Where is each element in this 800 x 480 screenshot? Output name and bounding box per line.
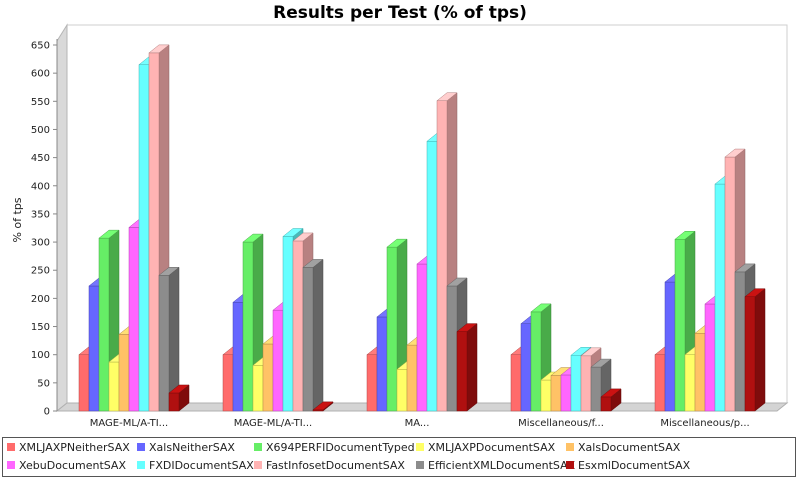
legend-item: XebuDocumentSAX bbox=[7, 459, 126, 473]
legend-swatch bbox=[254, 443, 262, 451]
x-tick-label: MAGE-ML/A-TI... bbox=[234, 418, 312, 429]
legend-label: X694PERFIDocumentTyped bbox=[266, 441, 415, 454]
y-tick-label: 250 bbox=[31, 266, 50, 277]
x-axis: MAGE-ML/A-TI... MAGE-ML/A-TI... MA... Misce… bbox=[90, 418, 750, 429]
x-tick-label: MA... bbox=[405, 418, 430, 429]
legend-item: FastInfosetDocumentSAX bbox=[254, 459, 405, 473]
legend-swatch bbox=[416, 443, 424, 451]
legend-swatch bbox=[7, 461, 15, 469]
legend: XMLJAXPNeitherSAX XalsNeitherSAX X694PERFI… bbox=[2, 437, 796, 477]
x-tick-label: Miscellaneous/f... bbox=[518, 418, 604, 429]
chart-title: Results per Test (% of tps) bbox=[273, 3, 527, 23]
y-tick-label: 450 bbox=[31, 153, 50, 164]
bar bbox=[168, 384, 190, 412]
legend-label: FXDIDocumentSAX bbox=[149, 459, 254, 472]
y-tick-label: 650 bbox=[31, 41, 50, 52]
y-axis-label: % of tps bbox=[11, 197, 24, 242]
y-tick-label: 400 bbox=[31, 181, 50, 192]
legend-label: EfficientXMLDocumentSAX bbox=[428, 459, 576, 472]
y-tick-label: 300 bbox=[31, 238, 50, 249]
legend-label: XebuDocumentSAX bbox=[19, 459, 126, 472]
x-tick-label: Miscellaneous/p... bbox=[660, 418, 749, 429]
legend-swatch bbox=[566, 461, 574, 469]
legend-item: XalsDocumentSAX bbox=[566, 441, 680, 455]
y-tick-label: 200 bbox=[31, 294, 50, 305]
legend-item: X694PERFIDocumentTyped bbox=[254, 441, 415, 455]
legend-label: XalsDocumentSAX bbox=[578, 441, 681, 454]
legend-item: XMLJAXPDocumentSAX bbox=[416, 441, 555, 455]
x-tick-label: MAGE-ML/A-TI... bbox=[90, 418, 168, 429]
y-tick-label: 50 bbox=[37, 378, 50, 389]
y-tick-label: 350 bbox=[31, 209, 50, 220]
y-axis: 0 50 100 150 200 250 300 350 400 450 500 550 600 650 bbox=[31, 39, 58, 418]
legend-label: FastInfosetDocumentSAX bbox=[266, 459, 405, 472]
legend-swatch bbox=[137, 461, 145, 469]
legend-item: XMLJAXPNeitherSAX bbox=[7, 441, 130, 455]
legend-item: XalsNeitherSAX bbox=[137, 441, 235, 455]
legend-label: XMLJAXPDocumentSAX bbox=[428, 441, 556, 454]
y-tick-label: 100 bbox=[31, 350, 50, 361]
legend-item: EfficientXMLDocumentSAX bbox=[416, 459, 575, 473]
legend-swatch bbox=[7, 443, 15, 451]
y-tick-label: 150 bbox=[31, 322, 50, 333]
y-tick-label: 600 bbox=[31, 69, 50, 80]
legend-label: XalsNeitherSAX bbox=[149, 441, 235, 454]
y-tick-label: 500 bbox=[31, 125, 50, 136]
legend-swatch bbox=[137, 443, 145, 451]
legend-swatch bbox=[416, 461, 424, 469]
legend-label: EsxmlDocumentSAX bbox=[578, 459, 691, 472]
bar bbox=[158, 266, 180, 412]
bar bbox=[600, 388, 622, 412]
legend-label: XMLJAXPNeitherSAX bbox=[19, 441, 130, 454]
bar bbox=[744, 288, 766, 412]
y-tick-label: 550 bbox=[31, 97, 50, 108]
legend-item: FXDIDocumentSAX bbox=[137, 459, 254, 473]
bar bbox=[456, 323, 478, 412]
y-tick-label: 0 bbox=[44, 407, 50, 418]
bar bbox=[302, 258, 324, 412]
plot-left-wall bbox=[56, 23, 68, 413]
bar bbox=[312, 401, 334, 412]
legend-item: EsxmlDocumentSAX bbox=[566, 459, 690, 473]
bars bbox=[78, 44, 766, 412]
legend-swatch bbox=[254, 461, 262, 469]
legend-swatch bbox=[566, 443, 574, 451]
